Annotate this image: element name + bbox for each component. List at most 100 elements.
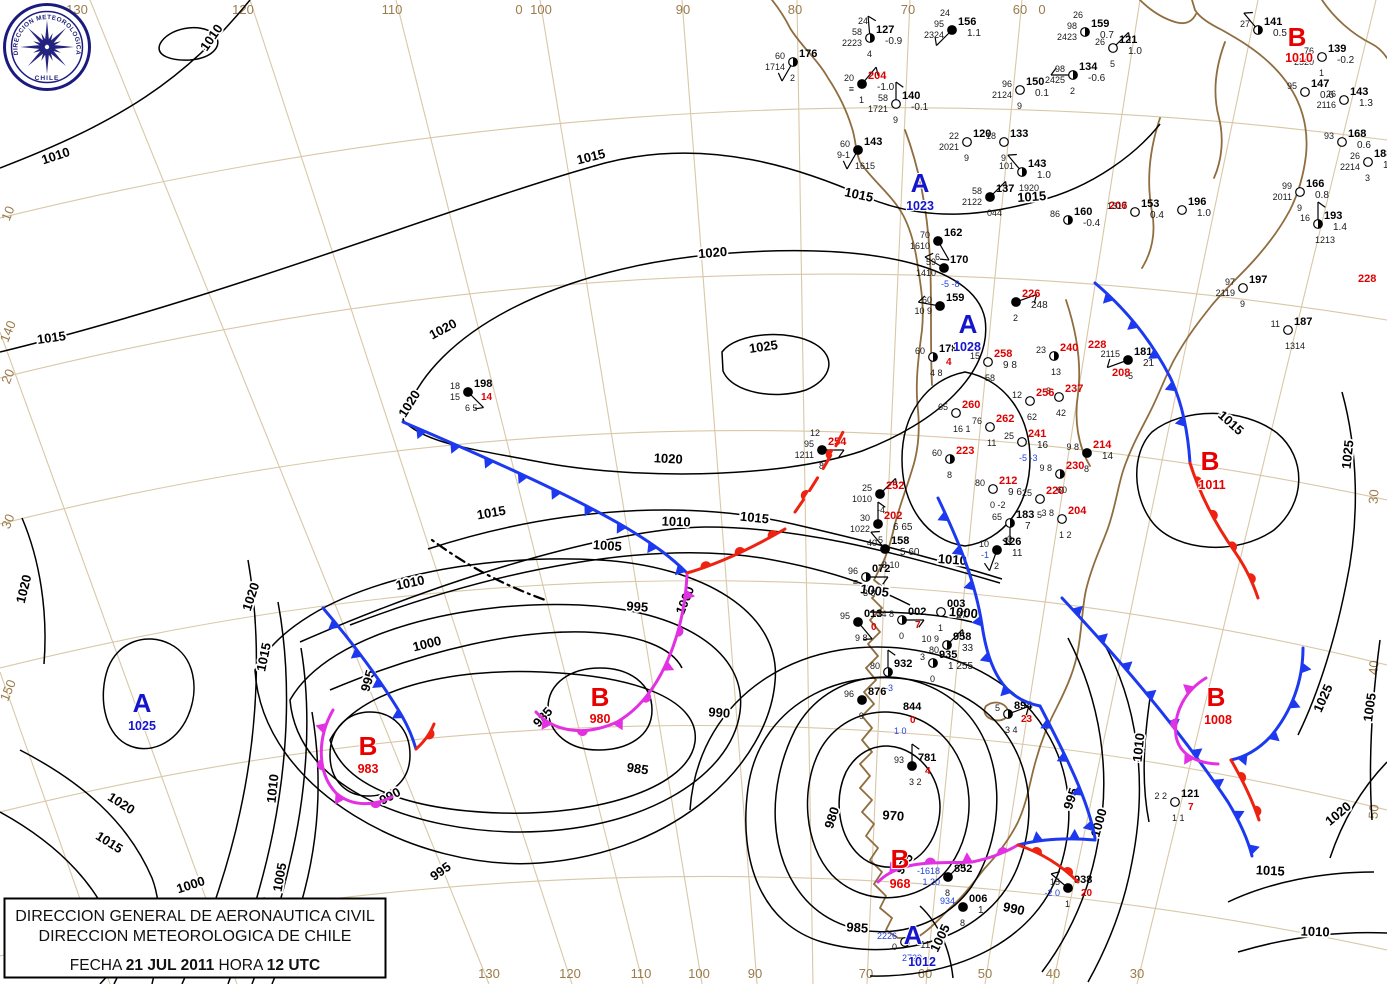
- isobar-path: [329, 670, 696, 814]
- station-left-value: 76: [972, 416, 982, 426]
- wind-barb-tick: [1317, 201, 1326, 208]
- front-marker: [541, 718, 552, 730]
- station-left-value: 25: [862, 483, 872, 493]
- isobar-label: 1010: [661, 514, 690, 530]
- isobar-path: [254, 558, 777, 865]
- station-id: 228: [1358, 273, 1376, 285]
- station-left-value: 95: [840, 611, 850, 621]
- isobar-label: 1010: [394, 572, 425, 593]
- front-marker: [1268, 730, 1280, 742]
- station-value: -0.4: [1083, 218, 1101, 229]
- station-value: 16: [1037, 440, 1049, 451]
- station-left-value: 65: [938, 402, 948, 412]
- front-marker: [1145, 689, 1157, 701]
- front-cold: [1060, 596, 1254, 858]
- front-marker: [391, 708, 404, 719]
- front-marker: [613, 718, 623, 731]
- station-left-value: 98: [1055, 64, 1065, 74]
- parallel-line: [0, 107, 1387, 219]
- cloud-cover-half: [1258, 25, 1263, 35]
- isobar-label: 1000: [411, 633, 443, 655]
- station-left-value: 1211: [795, 450, 814, 460]
- station-id: 781: [918, 752, 936, 764]
- cloud-cover-symbol: [1063, 883, 1073, 893]
- longitude-label: 70: [901, 2, 915, 17]
- info-line-datetime: FECHA 21 JUL 2011 HORA 12 UTC: [70, 957, 320, 974]
- isobar-path: [806, 711, 970, 899]
- cloud-cover-symbol: [1283, 325, 1293, 335]
- station-red-value: 20: [1081, 888, 1093, 899]
- station-id: 178: [939, 343, 957, 355]
- station-bottom-value: 5: [1037, 510, 1042, 520]
- station-bottom-value: 5: [1110, 59, 1115, 69]
- center-pressure-value: 1008: [1204, 713, 1232, 727]
- station-red-value: 0: [871, 622, 877, 633]
- station-id: 197: [1249, 274, 1267, 286]
- station-left-value: 9 8: [1039, 463, 1052, 473]
- station-id: 223: [956, 445, 974, 457]
- station-bottom-value: 3 4: [1005, 725, 1018, 735]
- station-bottom-value: 1314: [1285, 341, 1305, 351]
- isobar-path: [901, 371, 1031, 547]
- station-plot: 876 96 9: [844, 686, 886, 721]
- station-bottom-value: 1 2: [1059, 530, 1072, 540]
- station-left-value: 96: [844, 689, 854, 699]
- cloud-cover-symbol: [962, 137, 972, 147]
- isobar-path: [158, 26, 219, 61]
- station-bottom-value: 8 10: [882, 560, 900, 570]
- latitude-label: 50: [1365, 804, 1381, 820]
- station-bottom-value: 1615: [855, 161, 875, 171]
- front-marker: [1233, 810, 1245, 821]
- cloud-cover-symbol: [1339, 95, 1349, 105]
- front-cold: [1093, 281, 1192, 465]
- isobar-label: 995: [427, 859, 453, 884]
- station-top-value: 12: [810, 428, 820, 438]
- station-left-value: 86: [1050, 209, 1060, 219]
- station-left-value: 11: [1271, 319, 1280, 329]
- station-left-value: 0: [892, 942, 897, 952]
- isobar-label: 1010: [40, 144, 72, 167]
- front-marker: [1237, 754, 1248, 766]
- high-center-label: A: [133, 688, 152, 718]
- station-value: 21: [1143, 358, 1155, 369]
- station-left-value: 25: [1022, 488, 1032, 498]
- longitude-label: 110: [631, 966, 652, 981]
- station-left-value: 76: [1304, 46, 1314, 56]
- station-left-value: 2124: [992, 90, 1012, 100]
- front-marker: [997, 847, 1008, 855]
- cloud-cover-symbol: [1295, 187, 1305, 197]
- station-value: -0.6: [1088, 73, 1106, 84]
- front-marker: [1191, 748, 1203, 759]
- station-value: 11: [920, 940, 931, 951]
- station-plot: 204-1.0 20≡ 1: [844, 66, 895, 105]
- cloud-cover-symbol: [951, 408, 961, 418]
- wind-barb-tick: [1033, 294, 1038, 304]
- station-left-value: 80: [975, 478, 985, 488]
- station-left-value: 22: [949, 131, 959, 141]
- station-plot: 220 25 5: [1022, 485, 1064, 520]
- station-value: 9 8: [1003, 360, 1017, 371]
- isobar-label: 1000: [948, 604, 978, 621]
- latitude-label: 40: [1365, 660, 1381, 676]
- isobar-path: [721, 333, 830, 396]
- station-left-value: 20: [844, 73, 854, 83]
- wind-barb-tick: [934, 36, 938, 46]
- isobar-label: 1020: [698, 244, 728, 261]
- station-bottom-value: 9 8: [855, 633, 868, 643]
- front-marker: [1071, 605, 1083, 617]
- station-bottom-value: 0 -2: [990, 500, 1006, 510]
- station-value: 1 255: [948, 661, 973, 672]
- wind-barb-tick: [863, 638, 873, 641]
- station-bottom-value: 8: [1084, 464, 1089, 474]
- station-left-value: 95: [1287, 81, 1297, 91]
